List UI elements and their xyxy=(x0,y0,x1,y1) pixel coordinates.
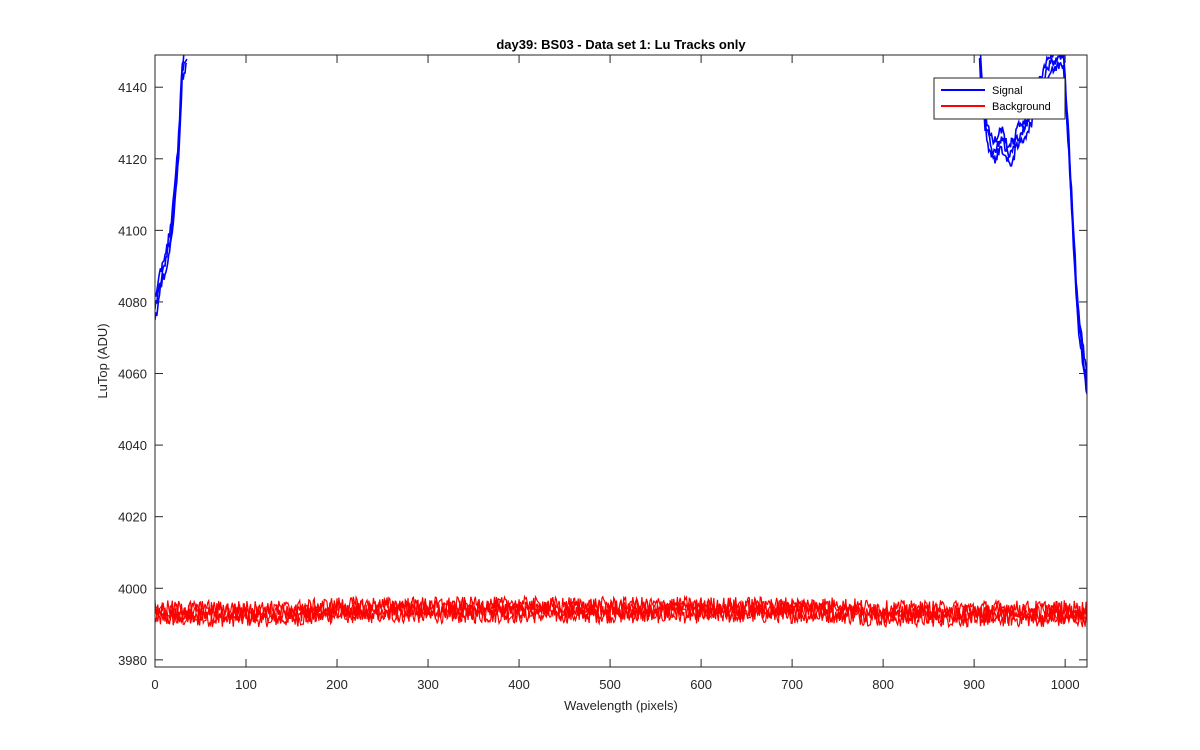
y-tick-label: 3980 xyxy=(118,653,147,668)
x-tick-label: 400 xyxy=(508,677,530,692)
chart-title: day39: BS03 - Data set 1: Lu Tracks only xyxy=(496,37,746,52)
signal-trace-2-1 xyxy=(978,59,1064,167)
signal-trace-2-2 xyxy=(978,55,1064,159)
y-tick-label: 4080 xyxy=(118,295,147,310)
axes-box xyxy=(154,54,1088,668)
y-tick-label: 4120 xyxy=(118,152,147,167)
y-tick-label: 4100 xyxy=(118,223,147,238)
x-tick-label: 600 xyxy=(690,677,712,692)
x-tick-label: 0 xyxy=(151,677,158,692)
legend-label-signal: Signal xyxy=(992,85,1023,97)
signal-trace-2-3 xyxy=(979,55,1058,149)
y-tick-label: 4000 xyxy=(118,581,147,596)
x-tick-label: 1000 xyxy=(1051,677,1080,692)
y-axis-label: LuTop (ADU) xyxy=(95,323,110,398)
background-trace-4 xyxy=(155,594,1087,619)
signal-trace-1-3 xyxy=(155,55,185,297)
x-tick-label: 900 xyxy=(963,677,985,692)
y-tick-label: 4020 xyxy=(118,510,147,525)
x-tick-label: 700 xyxy=(781,677,803,692)
x-tick-label: 300 xyxy=(417,677,439,692)
x-tick-label: 200 xyxy=(326,677,348,692)
series-clip-group xyxy=(155,55,1087,629)
series-layer xyxy=(155,55,1087,629)
legend-box xyxy=(933,77,1066,120)
x-tick-label: 500 xyxy=(599,677,621,692)
signal-trace-3-3 xyxy=(1063,55,1087,381)
y-tick-label: 4060 xyxy=(118,367,147,382)
legend: Signal Background xyxy=(933,77,1066,120)
x-axis-ticks: 0 100 200 300 400 500 600 700 800 900 1000 xyxy=(151,55,1080,692)
y-tick-label: 4040 xyxy=(118,438,147,453)
legend-label-background: Background xyxy=(992,101,1051,113)
y-tick-label: 4140 xyxy=(118,80,147,95)
x-tick-label: 800 xyxy=(872,677,894,692)
x-tick-label: 100 xyxy=(235,677,257,692)
plot-area xyxy=(155,55,1087,667)
y-axis-ticks: 3980 4000 4020 4040 4060 4080 4100 4120 4140 xyxy=(118,80,1087,668)
x-axis-label: Wavelength (pixels) xyxy=(564,698,678,713)
